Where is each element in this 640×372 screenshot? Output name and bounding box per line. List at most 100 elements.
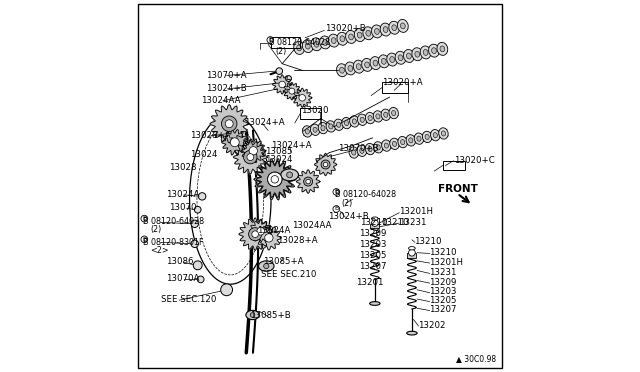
Circle shape (321, 160, 330, 169)
Ellipse shape (356, 64, 361, 70)
Ellipse shape (425, 134, 429, 140)
Circle shape (225, 120, 233, 128)
Circle shape (287, 172, 292, 178)
Circle shape (257, 227, 264, 235)
Ellipse shape (372, 25, 382, 38)
Ellipse shape (281, 169, 298, 181)
Text: 13085+B: 13085+B (250, 311, 291, 320)
Polygon shape (233, 140, 268, 174)
Circle shape (230, 138, 239, 147)
Ellipse shape (349, 116, 359, 127)
Text: 13210: 13210 (415, 237, 442, 246)
Text: 13070+B: 13070+B (338, 144, 378, 153)
Ellipse shape (358, 114, 367, 125)
Circle shape (195, 206, 201, 213)
Ellipse shape (348, 65, 353, 71)
Text: 13024+A: 13024+A (244, 119, 285, 128)
Text: 13024+A: 13024+A (271, 141, 312, 151)
Ellipse shape (376, 145, 380, 150)
Text: 13024+B: 13024+B (328, 212, 369, 221)
Circle shape (408, 249, 415, 256)
Ellipse shape (387, 53, 397, 66)
Text: 13201H: 13201H (399, 208, 433, 217)
Ellipse shape (368, 147, 372, 152)
Text: B: B (268, 38, 273, 42)
Ellipse shape (383, 27, 388, 32)
Ellipse shape (431, 129, 440, 141)
Text: 13209: 13209 (429, 278, 457, 287)
Bar (443, 161, 465, 170)
Text: 13024AA: 13024AA (201, 96, 240, 105)
Text: 13070+A: 13070+A (206, 71, 246, 80)
Ellipse shape (370, 57, 381, 70)
Text: 13203: 13203 (429, 288, 457, 296)
Ellipse shape (311, 38, 322, 51)
Ellipse shape (401, 23, 405, 29)
Ellipse shape (378, 55, 389, 68)
Polygon shape (241, 139, 266, 163)
Ellipse shape (381, 140, 391, 151)
Text: 13024A: 13024A (257, 226, 291, 235)
Ellipse shape (313, 127, 317, 132)
Ellipse shape (318, 122, 328, 134)
Ellipse shape (366, 30, 371, 36)
Ellipse shape (398, 55, 403, 61)
Ellipse shape (259, 261, 274, 271)
Ellipse shape (374, 29, 380, 34)
Ellipse shape (437, 42, 448, 55)
Ellipse shape (357, 145, 367, 157)
Circle shape (323, 162, 328, 167)
Ellipse shape (406, 135, 415, 146)
Polygon shape (221, 129, 248, 155)
Circle shape (299, 94, 305, 101)
Ellipse shape (354, 29, 365, 42)
Ellipse shape (390, 57, 395, 62)
Polygon shape (314, 153, 337, 176)
Text: 13020+A: 13020+A (382, 78, 423, 87)
Bar (408, 253, 417, 258)
Text: 13070: 13070 (169, 203, 196, 212)
Circle shape (244, 150, 257, 164)
Ellipse shape (337, 122, 340, 127)
Ellipse shape (365, 62, 369, 68)
Ellipse shape (401, 140, 404, 145)
Ellipse shape (373, 60, 378, 66)
Circle shape (271, 176, 278, 183)
Circle shape (141, 215, 148, 222)
Circle shape (333, 189, 340, 195)
Text: 13205: 13205 (359, 251, 387, 260)
Circle shape (197, 276, 204, 283)
Ellipse shape (319, 36, 330, 49)
Ellipse shape (392, 110, 396, 116)
Ellipse shape (314, 41, 319, 47)
Ellipse shape (442, 131, 445, 136)
Ellipse shape (414, 133, 424, 144)
Polygon shape (254, 158, 296, 200)
Ellipse shape (323, 39, 328, 45)
Circle shape (268, 172, 282, 186)
Ellipse shape (328, 34, 339, 47)
Ellipse shape (390, 138, 399, 150)
Polygon shape (239, 218, 271, 250)
Text: (2): (2) (276, 46, 287, 55)
Ellipse shape (346, 31, 356, 44)
Text: 13210: 13210 (381, 218, 409, 227)
Ellipse shape (334, 119, 344, 131)
Ellipse shape (305, 129, 309, 134)
Ellipse shape (373, 111, 383, 122)
Text: B: B (334, 189, 339, 195)
Circle shape (249, 147, 257, 155)
Ellipse shape (380, 23, 391, 36)
Text: B: B (142, 216, 147, 221)
Ellipse shape (370, 302, 380, 305)
Ellipse shape (351, 150, 356, 155)
Bar (271, 37, 300, 48)
Circle shape (265, 234, 273, 242)
Ellipse shape (395, 51, 406, 64)
Ellipse shape (340, 36, 345, 42)
Ellipse shape (384, 143, 388, 148)
Polygon shape (296, 170, 320, 193)
Text: (2): (2) (150, 225, 161, 234)
Text: 13231: 13231 (399, 218, 427, 227)
Ellipse shape (422, 131, 432, 142)
